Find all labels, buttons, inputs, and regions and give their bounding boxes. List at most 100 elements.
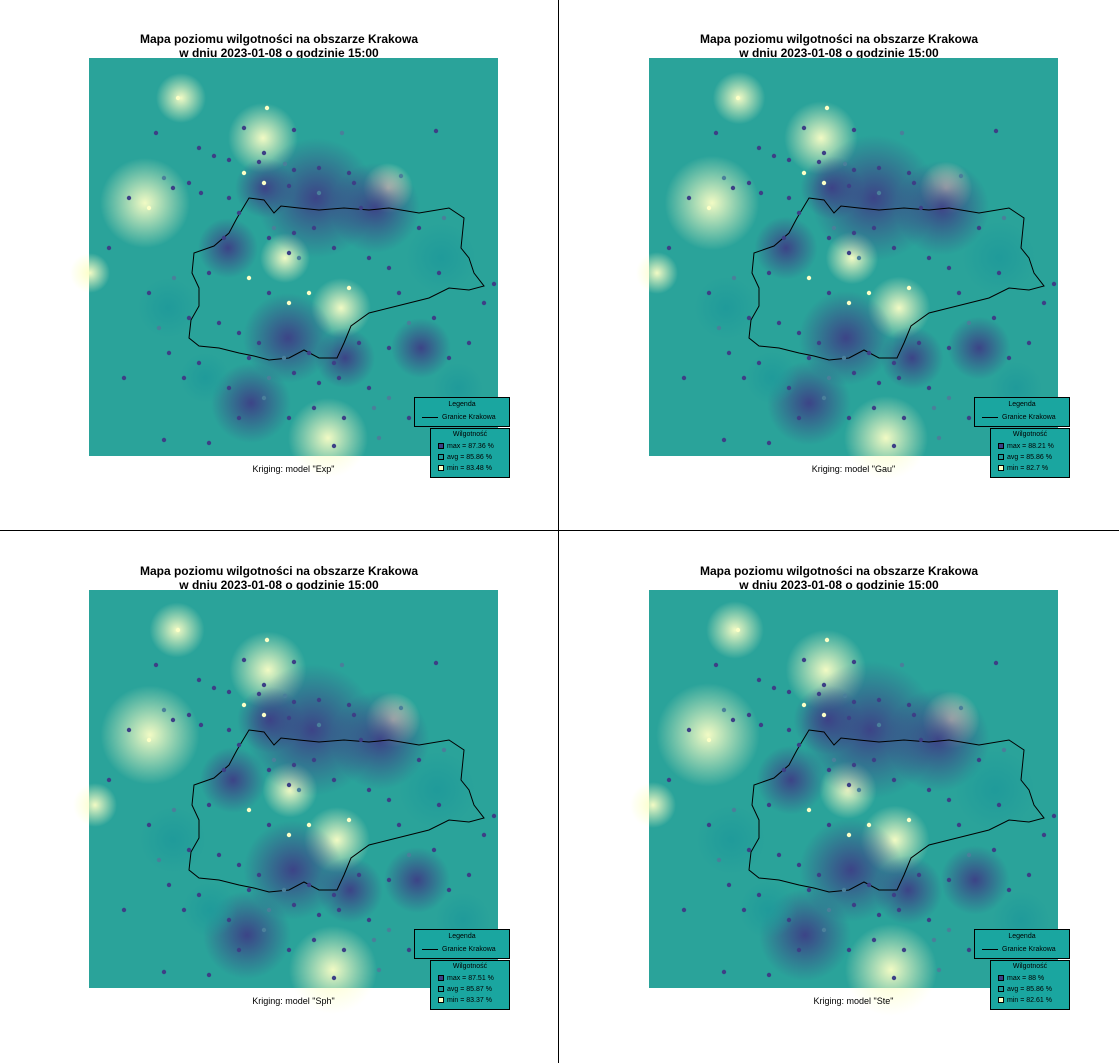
measurement-station-point: [936, 435, 942, 441]
measurement-station-point: [261, 180, 267, 186]
measurement-station-point: [936, 967, 942, 973]
measurement-station-point: [758, 722, 764, 728]
measurement-station-point: [196, 892, 202, 898]
legend-values-box: Wilgotność max = 88 % avg = 85.86 % min …: [990, 960, 1070, 1010]
measurement-station-point: [806, 275, 812, 281]
measurement-station-point: [406, 852, 412, 858]
measurement-station-point: [156, 325, 162, 331]
measurement-station-point: [261, 150, 267, 156]
measurement-station-point: [816, 159, 822, 165]
humidity-field-blob: [330, 163, 420, 253]
measurement-station-point: [261, 927, 267, 933]
measurement-station-point: [786, 195, 792, 201]
measurement-station-point: [766, 270, 772, 276]
measurement-station-point: [956, 290, 962, 296]
measurement-station-point: [286, 947, 292, 953]
measurement-station-point: [431, 315, 437, 321]
measurement-station-point: [356, 340, 362, 346]
measurement-station-point: [281, 355, 287, 361]
measurement-station-point: [958, 173, 964, 179]
humidity-field-blob: [384, 847, 450, 913]
measurement-station-point: [146, 290, 152, 296]
measurement-station-point: [851, 699, 857, 705]
measurement-station-point: [851, 167, 857, 173]
measurement-station-point: [786, 157, 792, 163]
measurement-station-point: [211, 153, 217, 159]
measurement-station-point: [291, 167, 297, 173]
vertical-divider: [558, 0, 559, 1063]
measurement-station-point: [339, 662, 345, 668]
legend-min-label: min = 82.7 %: [1007, 465, 1049, 472]
measurement-station-point: [1006, 887, 1012, 893]
legend-avg-row: avg = 85.87 %: [438, 986, 492, 993]
measurement-station-point: [316, 165, 322, 171]
measurement-station-point: [153, 662, 159, 668]
measurement-station-point: [196, 360, 202, 366]
measurement-station-point: [826, 767, 832, 773]
measurement-station-point: [466, 340, 472, 346]
measurement-station-point: [366, 255, 372, 261]
measurement-station-point: [386, 345, 392, 351]
measurement-station-point: [846, 250, 852, 256]
max-swatch-icon: [438, 443, 444, 450]
measurement-station-point: [846, 183, 852, 189]
measurement-station-point: [256, 691, 262, 697]
legend-values-title: Wilgotność: [1012, 431, 1048, 438]
measurement-station-point: [291, 902, 297, 908]
measurement-station-point: [956, 822, 962, 828]
measurement-station-point: [946, 265, 952, 271]
humidity-field-blob: [289, 926, 377, 1014]
measurement-station-point: [996, 802, 1002, 808]
measurement-station-point: [256, 340, 262, 346]
legend-min-row: min = 83.37 %: [438, 997, 492, 1004]
legend-boundary-label: Granice Krakowa: [442, 946, 496, 953]
humidity-field-blob: [798, 290, 894, 386]
measurement-station-point: [946, 877, 952, 883]
humidity-field-blob: [664, 155, 760, 251]
legend-min-row: min = 83.48 %: [438, 465, 492, 472]
humidity-field-blob: [947, 316, 1011, 380]
legend-min-label: min = 82.61 %: [1007, 997, 1052, 1004]
measurement-station-point: [826, 375, 832, 381]
measurement-station-point: [236, 210, 242, 216]
legend-values-title: Wilgotność: [452, 431, 488, 438]
measurement-station-point: [226, 689, 232, 695]
measurement-station-point: [731, 807, 737, 813]
measurement-station-point: [966, 415, 972, 421]
measurement-station-point: [816, 872, 822, 878]
legend-title: Legenda: [1008, 401, 1036, 408]
legend-avg-label: avg = 85.86 %: [1007, 986, 1052, 993]
legend-values-box: Wilgotność max = 87.36 % avg = 85.86 % m…: [430, 428, 510, 478]
measurement-station-point: [406, 320, 412, 326]
measurement-station-point: [821, 180, 827, 186]
legend-boundary-row: Granice Krakowa: [422, 414, 496, 421]
measurement-station-point: [876, 697, 882, 703]
measurement-station-point: [966, 320, 972, 326]
measurement-station-point: [286, 715, 292, 721]
measurement-station-point: [181, 907, 187, 913]
max-swatch-icon: [998, 443, 1004, 450]
measurement-station-point: [926, 787, 932, 793]
measurement-station-point: [386, 395, 392, 401]
measurement-station-point: [851, 762, 857, 768]
measurement-station-point: [756, 892, 762, 898]
measurement-station-point: [286, 300, 292, 306]
measurement-station-point: [866, 350, 872, 356]
measurement-station-point: [266, 375, 272, 381]
humidity-field-blob: [706, 601, 764, 659]
measurement-station-point: [871, 937, 877, 943]
humidity-field-blob: [940, 845, 1010, 915]
measurement-station-point: [891, 975, 897, 981]
measurement-station-point: [891, 443, 897, 449]
measurement-station-point: [358, 737, 364, 743]
measurement-station-point: [842, 693, 848, 699]
measurement-station-point: [746, 315, 752, 321]
measurement-station-point: [386, 927, 392, 933]
measurement-station-point: [481, 300, 487, 306]
measurement-station-point: [161, 707, 167, 713]
measurement-station-point: [246, 807, 252, 813]
measurement-station-point: [246, 275, 252, 281]
measurement-station-point: [706, 290, 712, 296]
boundary-line-icon: [422, 416, 438, 418]
humidity-field-blob: [630, 782, 676, 828]
